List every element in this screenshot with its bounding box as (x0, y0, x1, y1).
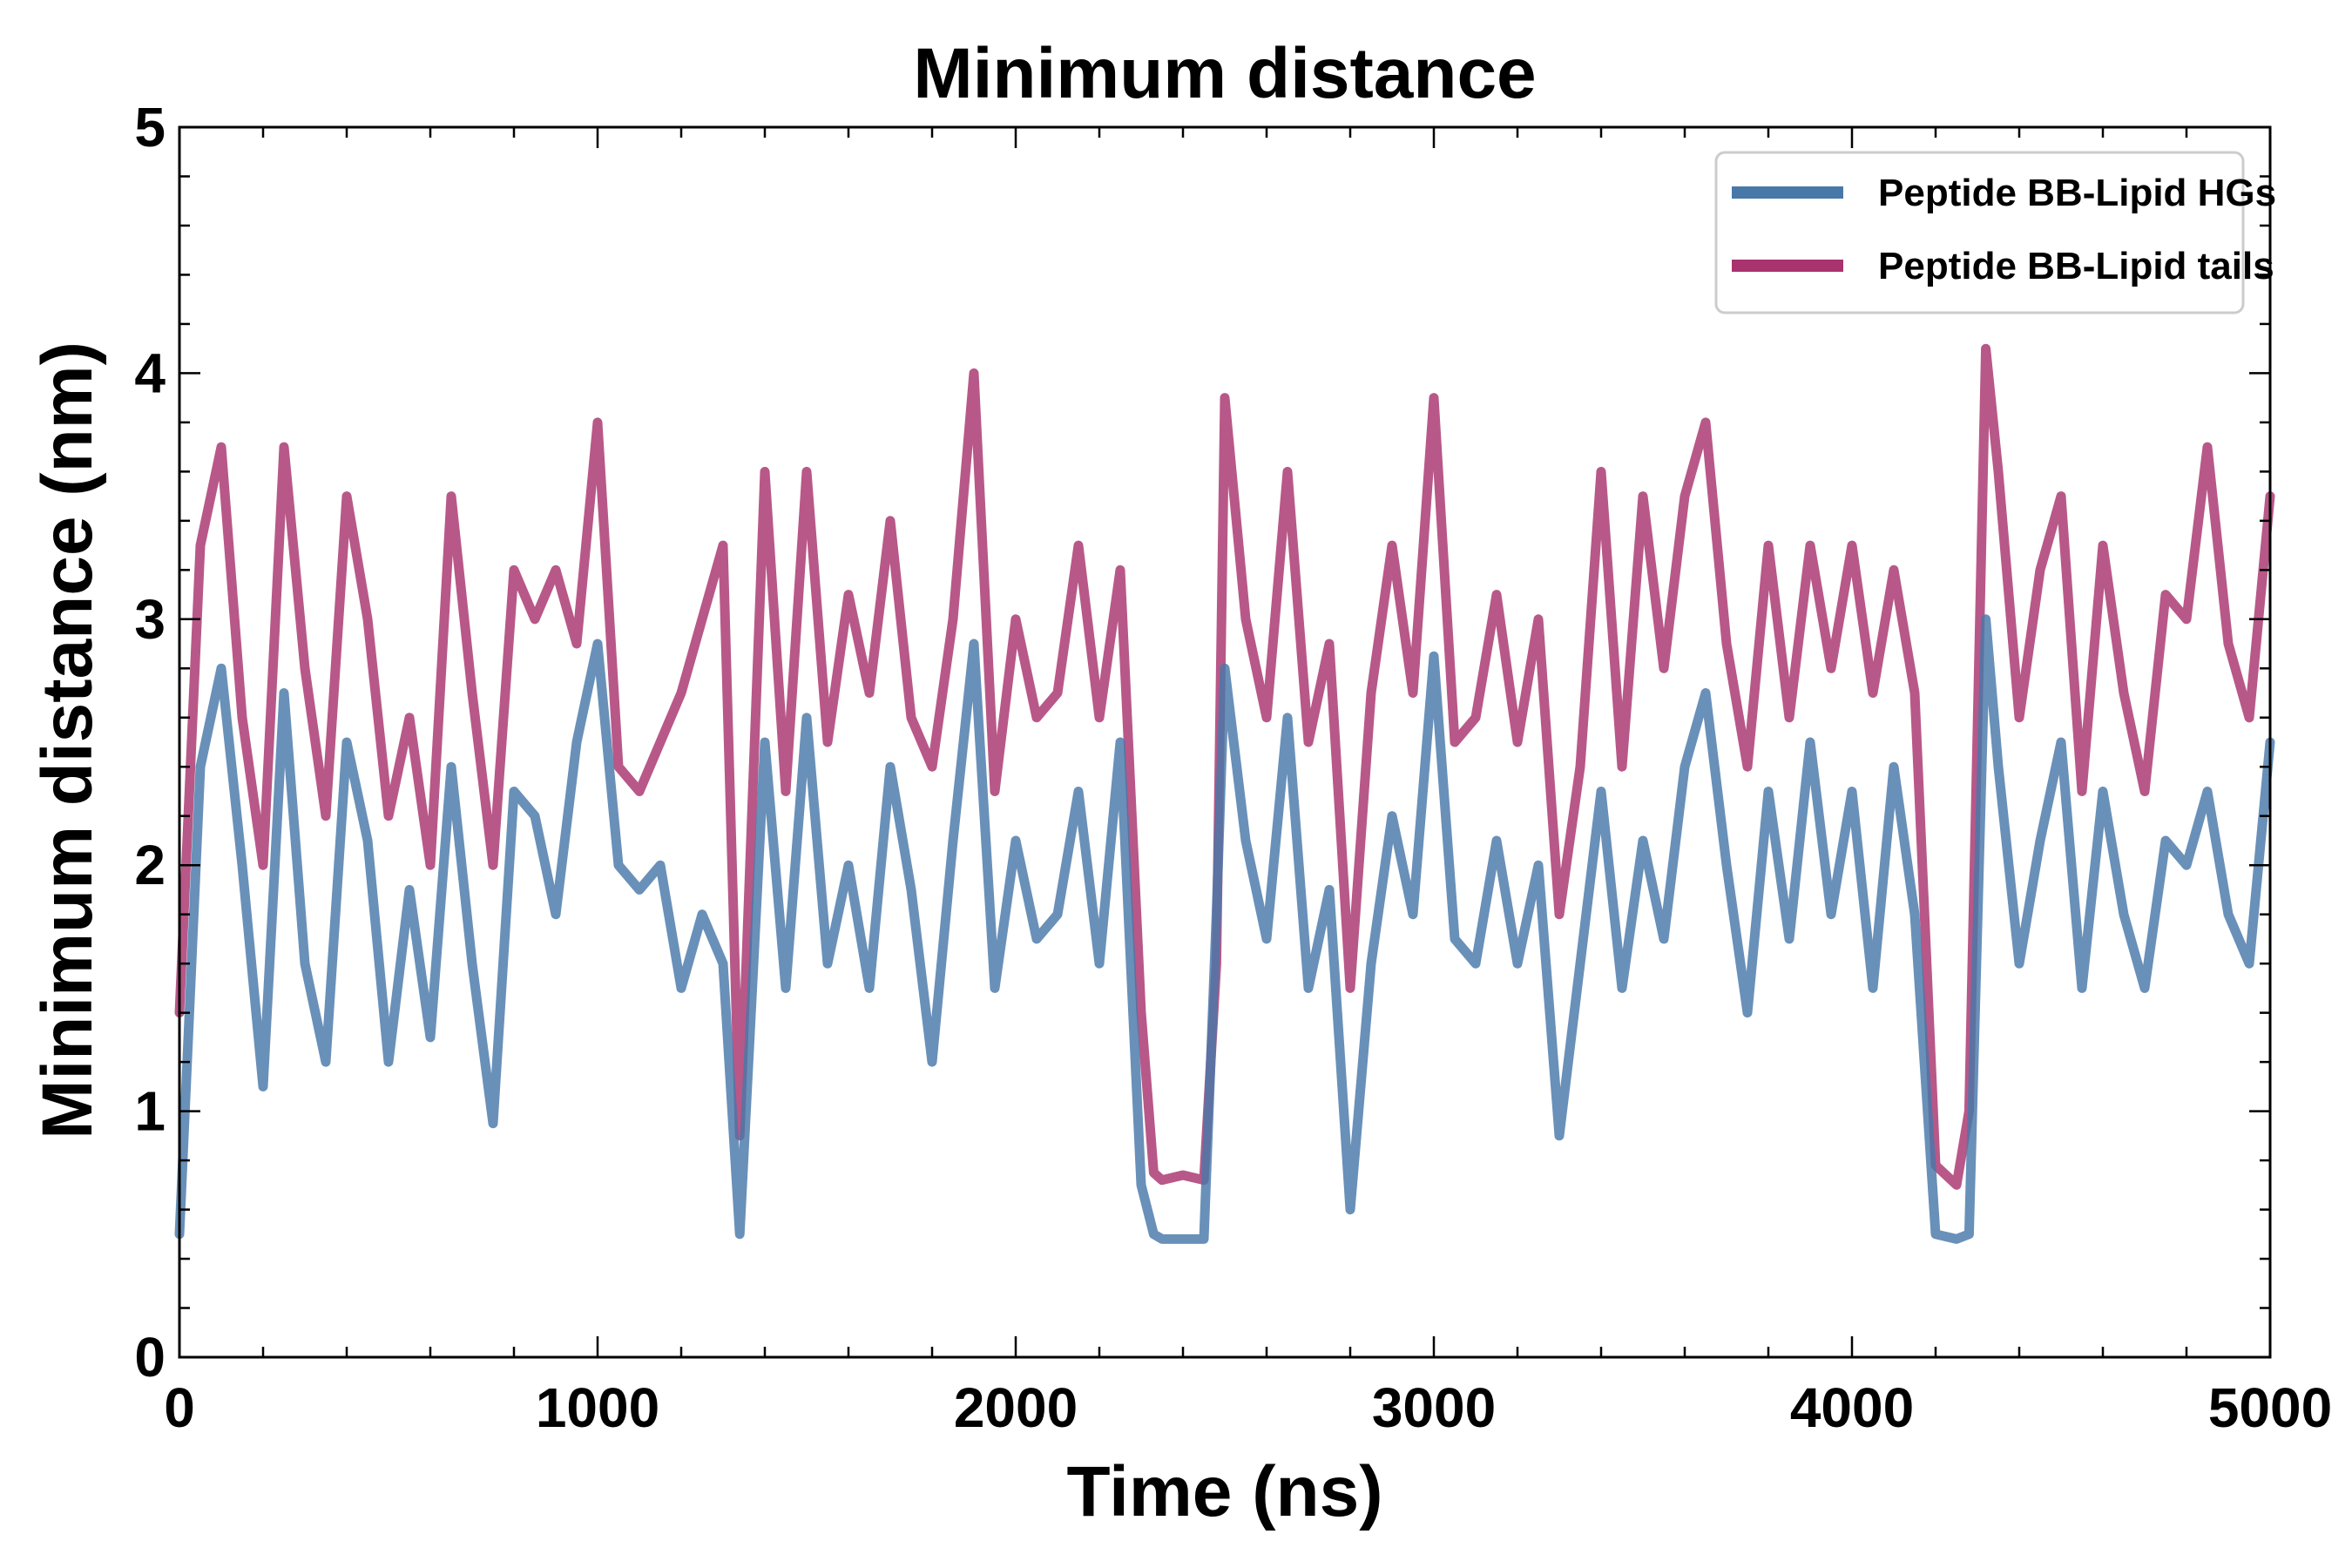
y-tick-label: 5 (134, 96, 166, 159)
series-line-0 (174, 614, 2275, 1244)
y-tick-label: 2 (134, 834, 166, 896)
x-tick-label: 5000 (2208, 1376, 2332, 1439)
y-tick-label: 4 (134, 341, 166, 404)
x-tick-label: 4000 (1790, 1376, 1914, 1439)
legend-label-tails: Peptide BB-Lipid tails (1878, 245, 2274, 287)
y-tick-label: 1 (134, 1080, 166, 1143)
series-layer (174, 343, 2275, 1244)
plot-frame (178, 125, 2272, 1359)
x-tick-label: 2000 (954, 1376, 1078, 1439)
x-tick-label: 1000 (536, 1376, 659, 1439)
legend-label-hgs: Peptide BB-Lipid HGs (1878, 172, 2276, 214)
y-axis-label: Minimum distance (nm) (28, 341, 107, 1139)
y-tick-label: 3 (134, 588, 166, 651)
ticks-layer: 0 1000 2000 3000 4000 5000 0 1 2 3 4 5 (134, 96, 2332, 1439)
legend: Peptide BB-Lipid HGs Peptide BB-Lipid ta… (1714, 151, 2276, 314)
y-tick-label: 0 (134, 1326, 166, 1389)
legend-box (1714, 151, 2245, 314)
x-tick-label: 0 (164, 1376, 195, 1439)
chart-title: Minimum distance (913, 34, 1536, 113)
x-tick-label: 3000 (1372, 1376, 1496, 1439)
x-axis-label: Time (ns) (1067, 1452, 1383, 1531)
